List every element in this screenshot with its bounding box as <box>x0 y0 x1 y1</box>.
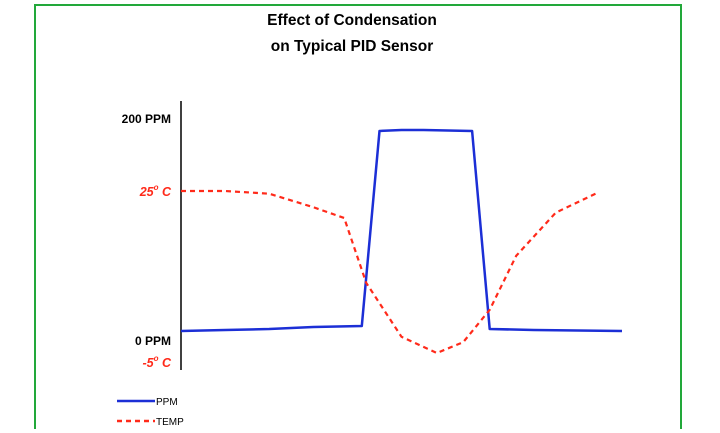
chart-frame <box>34 4 682 429</box>
chart-title-line2: on Typical PID Sensor <box>271 38 434 55</box>
series-layer <box>180 128 623 355</box>
temp-label-low-value: -5 <box>142 356 154 370</box>
temp-label-high-unit: C <box>159 185 172 199</box>
temp-label-high-value: 25 <box>139 185 155 199</box>
chart-title-line1: Effect of Condensation <box>267 12 437 29</box>
series-line-temp <box>181 189 596 355</box>
y-label-0-ppm: 0 PPM <box>135 334 171 348</box>
y-label-200-ppm: 200 PPM <box>122 112 171 126</box>
legend: PPM TEMP <box>117 397 184 428</box>
temp-label-low-degree: o <box>154 354 159 363</box>
temp-label-low-unit: C <box>159 356 172 370</box>
temp-label-low: -5o C <box>142 354 171 370</box>
series-line-ppm <box>180 128 623 333</box>
temp-label-high: 25o C <box>139 183 172 199</box>
temp-label-high-degree: o <box>154 183 159 192</box>
legend-ppm-label: PPM <box>156 397 178 408</box>
legend-temp-label: TEMP <box>156 417 184 428</box>
